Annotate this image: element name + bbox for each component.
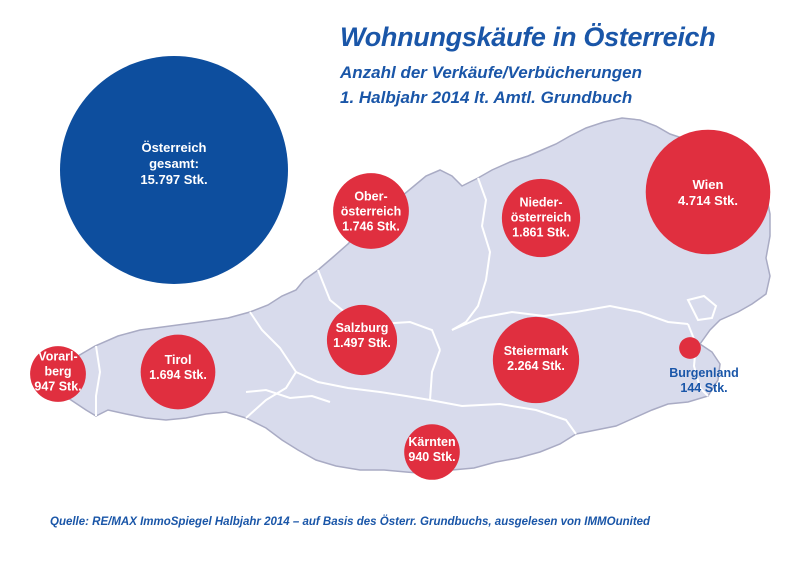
vorarlberg-bubble (30, 346, 86, 402)
oberoesterreich-label-line: 1.746 Stk. (342, 219, 400, 234)
kaernten-label-line: 940 Stk. (408, 450, 456, 464)
niederoesterreich-label-line: österreich (510, 210, 572, 225)
border-steiermark-salzburg (429, 349, 441, 401)
border-wien-noe (686, 294, 718, 322)
border-ooe-noe (451, 177, 492, 331)
border-steiermark-kaernten (429, 399, 577, 435)
oberoesterreich-bubble (333, 173, 409, 249)
border-salzburg-kaernten (295, 371, 431, 401)
wien-label: Wien 4.714 Stk. (678, 177, 738, 209)
niederoesterreich-label-line: Nieder- (519, 195, 563, 210)
burgenland-label-line: 144 Stk. (680, 381, 728, 395)
kaernten-bubble (404, 424, 460, 480)
border-burgenland (687, 323, 709, 397)
total-bubble-label: Österreich gesamt: 15.797 Stk. (140, 140, 207, 188)
steiermark-label: Steiermark 2.264 Stk. (504, 344, 569, 374)
oberoesterreich-label-line: Ober- (354, 189, 388, 204)
chart-subtitle-line2: 1. Halbjahr 2014 lt. Amtl. Grundbuch (340, 88, 633, 107)
tirol-label-line: Tirol (164, 353, 192, 367)
steiermark-label-line: Steiermark (503, 344, 569, 358)
burgenland-label-line: Burgenland (669, 366, 739, 380)
total-label-line: Österreich (141, 140, 207, 155)
total-bubble (60, 56, 288, 284)
border-vorarlberg-tirol (95, 345, 102, 416)
kaernten-label-line: Kärnten (408, 435, 456, 449)
salzburg-bubble (326, 304, 398, 376)
niederoesterreich-label-line: 1.861 Stk. (512, 225, 570, 240)
salzburg-label-line: Salzburg (335, 321, 389, 335)
burgenland-label: Burgenland 144 Stk. (669, 366, 738, 396)
vorarlberg-label-line: Vorarl- (38, 349, 78, 364)
wien-label-line: 4.714 Stk. (678, 193, 738, 208)
steiermark-bubble (492, 316, 580, 404)
tirol-label: Tirol 1.694 Stk. (149, 353, 207, 383)
vorarlberg-label-line: 947 Stk. (34, 379, 82, 394)
wien-bubble (645, 129, 771, 255)
total-label-line: gesamt: (149, 156, 199, 171)
total-label-line: 15.797 Stk. (140, 172, 208, 187)
niederoesterreich-bubble (501, 178, 581, 258)
oberoesterreich-label-line: österreich (340, 204, 402, 219)
kaernten-label: Kärnten 940 Stk. (408, 435, 455, 465)
source-note: Quelle: RE/MAX ImmoSpiegel Halbjahr 2014… (50, 516, 651, 528)
tirol-bubble (140, 334, 216, 410)
salzburg-label-line: 1.497 Stk. (333, 336, 391, 350)
salzburg-label: Salzburg 1.497 Stk. (333, 321, 391, 351)
vorarlberg-label-line: berg (44, 364, 72, 379)
chart-title: Wohnungskäufe in Österreich (340, 22, 716, 52)
austria-outline (57, 117, 771, 475)
chart-subtitle-line1: Anzahl der Verkäufe/Verbücherungen (340, 63, 642, 82)
vorarlberg-label: Vorarl- berg 947 Stk. (34, 350, 81, 395)
tirol-label-line: 1.694 Stk. (149, 368, 207, 382)
border-osttirol (245, 388, 331, 403)
steiermark-label-line: 2.264 Stk. (507, 359, 565, 373)
niederoesterreich-label: Nieder- österreich 1.861 Stk. (511, 196, 571, 241)
border-noe-steiermark (451, 304, 689, 331)
oberoesterreich-label: Ober- österreich 1.746 Stk. (341, 190, 401, 235)
state-borders (95, 177, 718, 435)
burgenland-bubble (679, 337, 701, 359)
bubbles-layer (30, 56, 771, 480)
wien-label-line: Wien (692, 177, 724, 192)
